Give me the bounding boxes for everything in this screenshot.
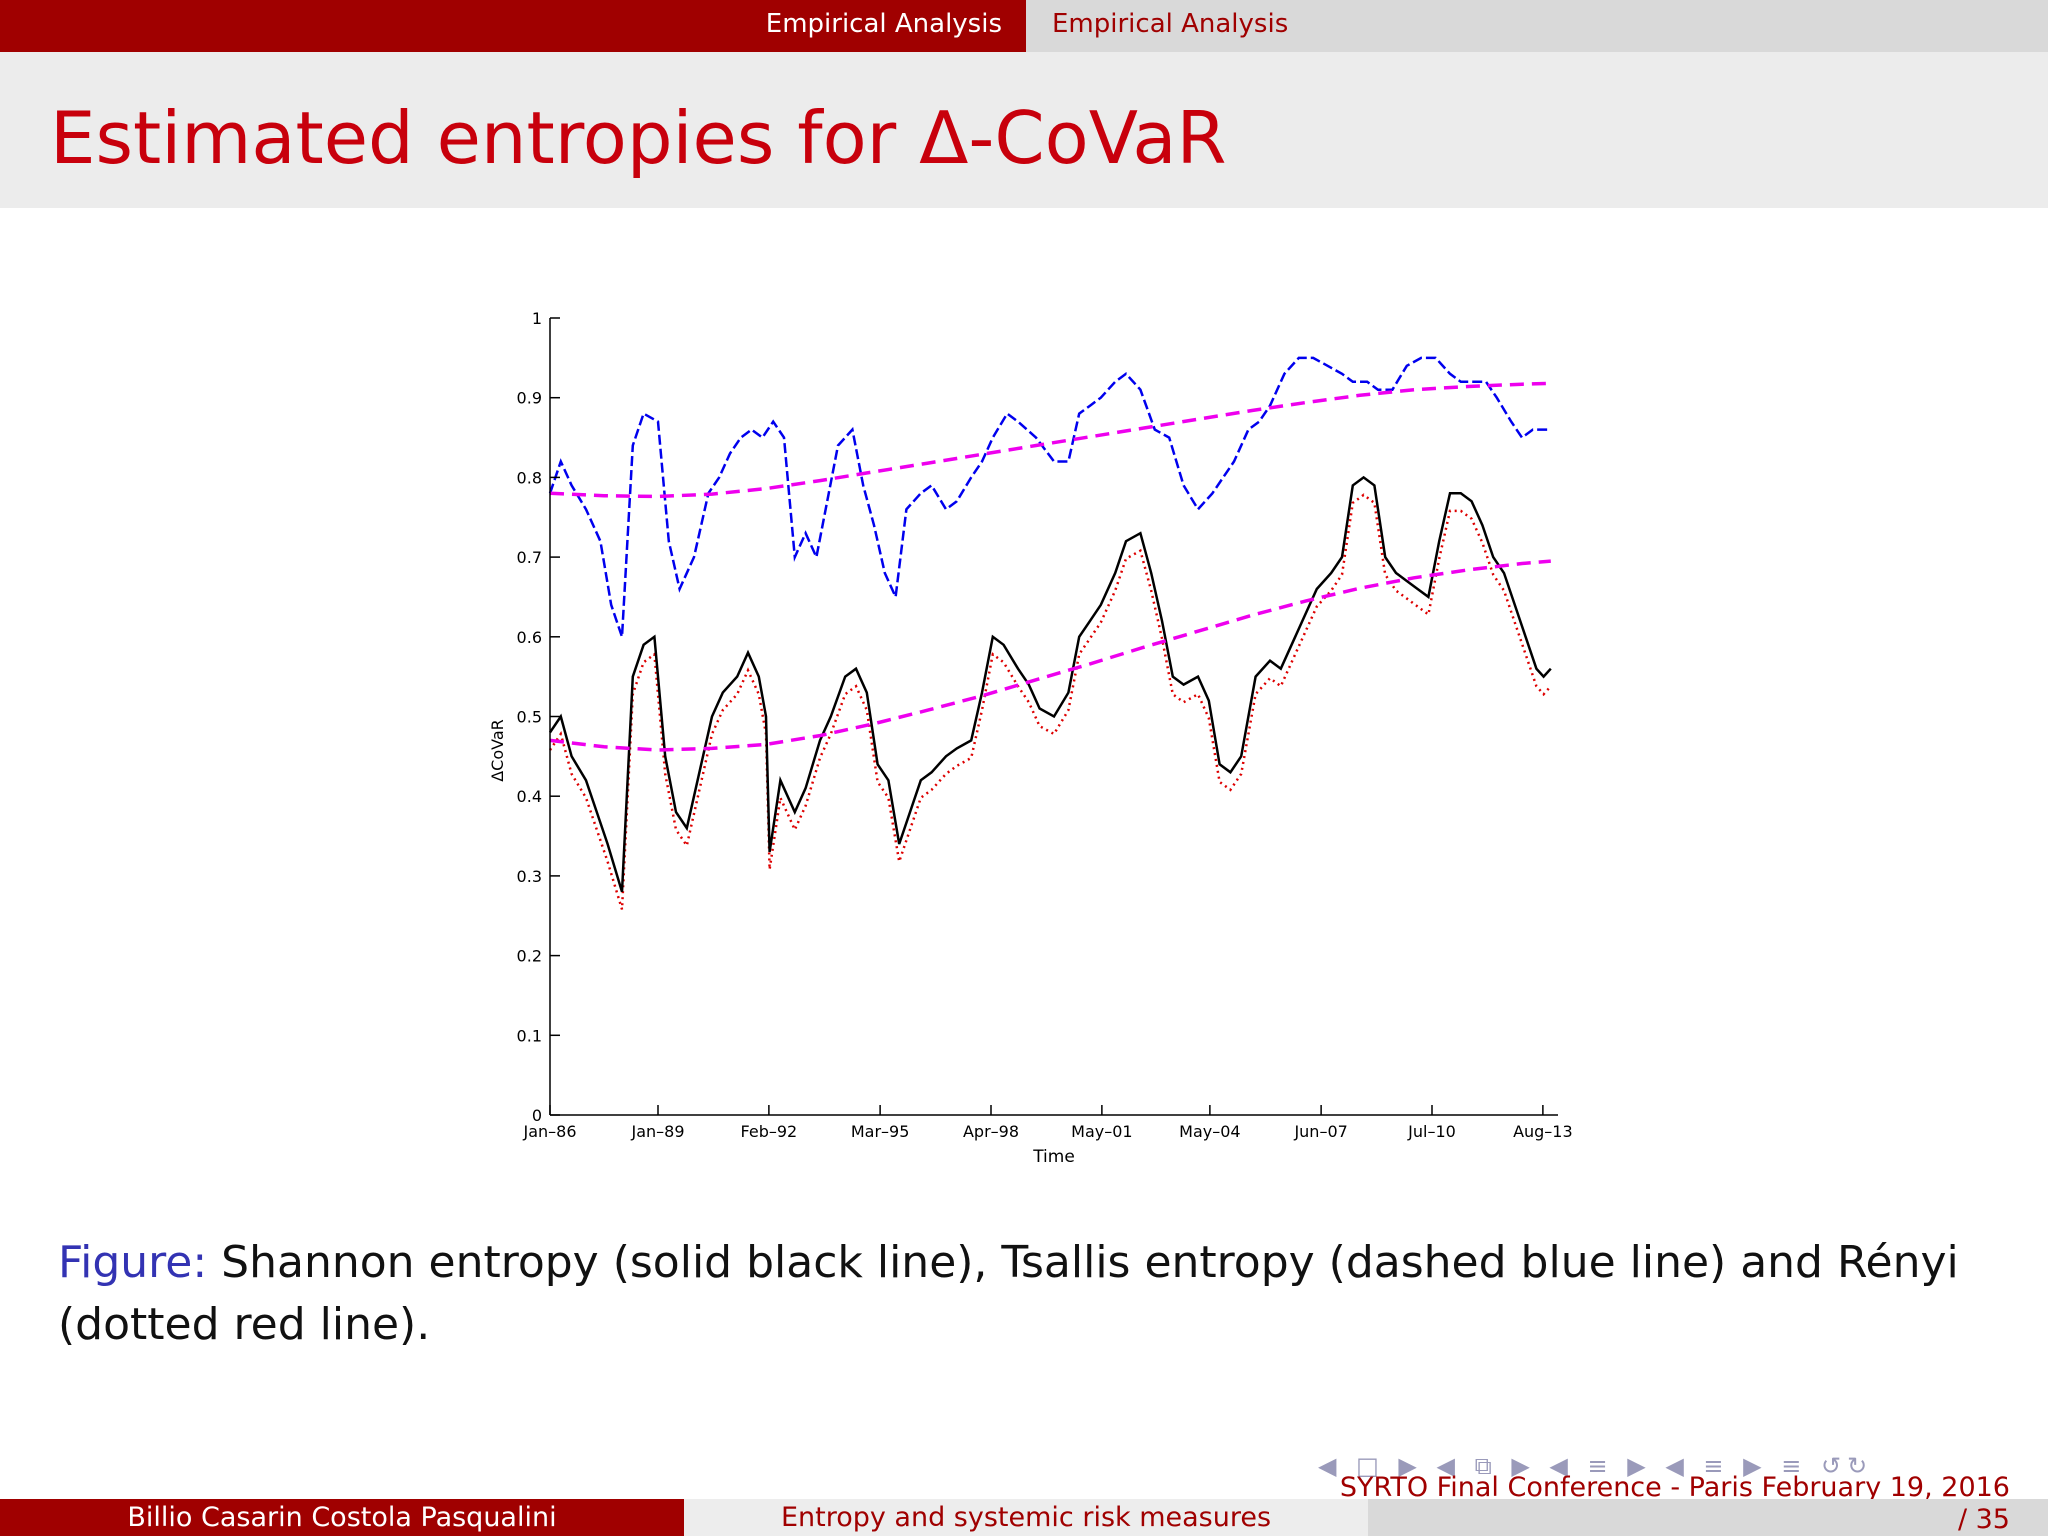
x-tick-label: Jun–07 (1293, 1122, 1347, 1141)
series-renyi (548, 493, 1552, 910)
footer-authors: Billio Casarin Costola Pasqualini (0, 1499, 684, 1536)
section-link-left[interactable]: Empirical Analysis (765, 9, 1002, 39)
x-tick-label: Apr–98 (963, 1122, 1019, 1141)
footer-bar: Billio Casarin Costola Pasqualini Entrop… (0, 1499, 2048, 1536)
y-tick-label: 0.4 (517, 787, 542, 806)
x-tick-label: Jul–10 (1407, 1122, 1456, 1141)
series-tsallis-trend (549, 381, 1551, 499)
y-tick-label: 0.5 (517, 708, 542, 727)
beamer-nav-icons[interactable]: ◀ □ ▶ ◀ ⧉ ▶ ◀ ≡ ▶ ◀ ≡ ▶ ≡ ↺↻ (1318, 1452, 1874, 1480)
y-tick-label: 0.6 (517, 628, 542, 647)
header-bar-left: Empirical Analysis (0, 0, 1026, 52)
y-tick-label: 1 (532, 309, 542, 328)
x-tick-label: Jan–86 (522, 1122, 576, 1141)
series-tsallis (548, 356, 1551, 638)
y-tick-label: 0.3 (517, 867, 542, 886)
y-tick-label: 0.9 (517, 389, 542, 408)
y-tick-label: 0.1 (517, 1026, 542, 1045)
caption-label: Figure: (58, 1237, 208, 1288)
title-bar: Estimated entropies for Δ-CoVaR (0, 52, 2048, 208)
x-tick-label: Aug–13 (1513, 1122, 1573, 1141)
series-shannon-trend (549, 559, 1551, 752)
x-tick-label: Feb–92 (741, 1122, 798, 1141)
footer-right-panel (1368, 1499, 2048, 1536)
y-tick-label: 0.7 (517, 548, 542, 567)
page-number: / 35 (1957, 1504, 2010, 1535)
y-tick-label: 0 (532, 1106, 542, 1125)
header-bar: Empirical Analysis Empirical Analysis (0, 0, 2048, 52)
y-tick-label: 0.2 (517, 947, 542, 966)
axes: 0 0.1 0.2 0.3 0.4 0.5 0.6 0.7 0.8 0.9 1 Jan–86 Jan–8… (488, 309, 1573, 1167)
section-link-right[interactable]: Empirical Analysis (1052, 9, 1289, 39)
x-tick-label: Mar–95 (851, 1122, 910, 1141)
caption-text: Shannon entropy (solid black line), Tsal… (58, 1237, 1959, 1350)
footer-talk-title: Entropy and systemic risk measures (684, 1499, 1368, 1536)
x-tick-label: Jan–89 (630, 1122, 684, 1141)
plot-lines (548, 356, 1552, 910)
x-axis-label: Time (1032, 1147, 1075, 1167)
y-tick-label: 0.8 (517, 468, 542, 487)
series-shannon (548, 475, 1552, 893)
slide-title: Estimated entropies for Δ-CoVaR (50, 96, 1227, 180)
x-tick-label: May–04 (1179, 1122, 1240, 1141)
x-tick-label: May–01 (1071, 1122, 1132, 1141)
y-axis-label: ΔCoVaR (488, 719, 507, 782)
conference-label: SYRTO Final Conference - Paris February … (1339, 1472, 2010, 1503)
figure-caption: Figure: Shannon entropy (solid black lin… (58, 1232, 1998, 1356)
